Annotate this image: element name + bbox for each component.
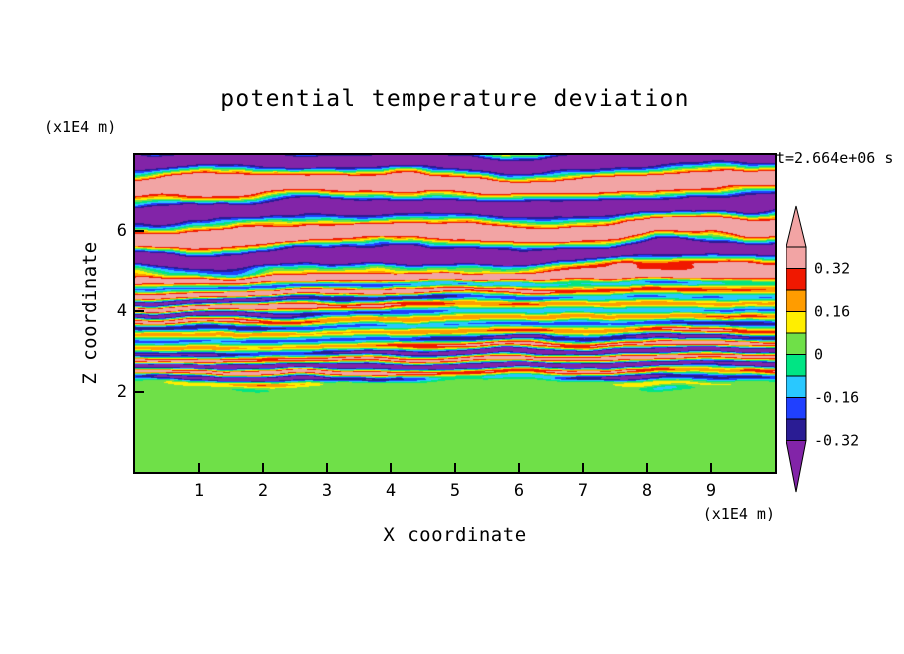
x-tick-label: 6 xyxy=(513,481,525,501)
colorbar-segment xyxy=(786,311,807,334)
z-axis-label: Z coordinate xyxy=(79,241,101,385)
z-axis-unit: (x1E4 m) xyxy=(44,118,117,136)
chart-title: potential temperature deviation xyxy=(220,86,690,112)
colorbar-segment xyxy=(786,268,807,291)
x-tick-mark xyxy=(326,463,328,472)
colorbar-tick-label: 0.16 xyxy=(814,303,850,321)
x-axis-unit: (x1E4 m) xyxy=(702,505,775,523)
colorbar-segment xyxy=(786,354,807,377)
colorbar-tick-label: 0.32 xyxy=(814,260,850,278)
colorbar-segment xyxy=(786,418,807,441)
z-tick-label: 6 xyxy=(116,221,127,242)
x-tick-label: 1 xyxy=(193,481,205,501)
colorbar-down-arrow xyxy=(786,440,807,493)
x-tick-mark xyxy=(518,463,520,472)
colorbar-segment xyxy=(786,332,807,355)
x-axis-label: X coordinate xyxy=(383,524,527,546)
x-tick-label: 5 xyxy=(449,481,461,501)
z-tick-mark xyxy=(135,230,144,233)
x-tick-mark xyxy=(390,463,392,472)
colorbar-tick-label: -0.16 xyxy=(814,389,859,407)
x-tick-label: 4 xyxy=(385,481,397,501)
x-tick-mark xyxy=(198,463,200,472)
x-tick-label: 8 xyxy=(641,481,653,501)
colorbar-tick-label: -0.32 xyxy=(814,432,859,450)
z-tick-label: 2 xyxy=(116,381,127,402)
colorbar-segment xyxy=(786,246,807,269)
x-tick-mark xyxy=(710,463,712,472)
x-tick-mark xyxy=(454,463,456,472)
z-tick-label: 4 xyxy=(116,301,127,322)
x-tick-label: 2 xyxy=(257,481,269,501)
z-tick-mark xyxy=(135,390,144,393)
x-tick-label: 7 xyxy=(577,481,589,501)
x-tick-label: 3 xyxy=(321,481,333,501)
z-tick-mark xyxy=(135,310,144,313)
colorbar-segment xyxy=(786,375,807,398)
x-tick-label: 9 xyxy=(705,481,717,501)
x-tick-mark xyxy=(646,463,648,472)
x-tick-mark xyxy=(262,463,264,472)
colorbar-segment xyxy=(786,397,807,420)
plot-area xyxy=(133,153,777,474)
x-tick-mark xyxy=(582,463,584,472)
colorbar-tick-label: 0 xyxy=(814,346,823,364)
heatmap-canvas xyxy=(135,155,775,472)
time-annotation: t=2.664e+06 s xyxy=(776,149,894,167)
colorbar: 0.32 0.16 0 -0.16 -0.32 xyxy=(786,205,859,493)
colorbar-up-arrow xyxy=(786,205,807,248)
colorbar-segment xyxy=(786,289,807,312)
